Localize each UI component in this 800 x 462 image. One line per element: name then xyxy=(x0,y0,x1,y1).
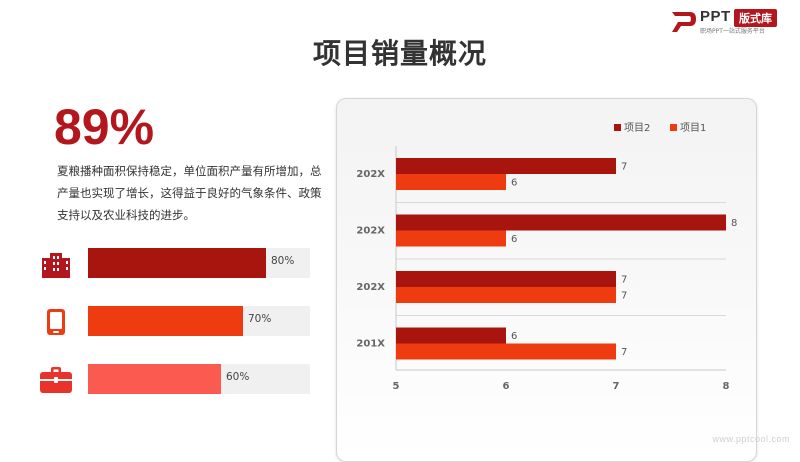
legend-swatch xyxy=(614,124,621,131)
logo-subtitle: 职场PPT一站式服务平台 xyxy=(700,28,765,35)
bar xyxy=(396,230,506,247)
progress-fill xyxy=(88,364,221,394)
data-label: 7 xyxy=(621,275,627,286)
progress-label: 60% xyxy=(226,371,250,383)
category-label: 202X xyxy=(356,282,385,293)
page-title: 项目销量概况 xyxy=(312,37,487,70)
chart-panel: 5 6 7 8 202X 7 6 202X 8 6 202X 7 7 201X 6 7 项目2 项目1 xyxy=(336,98,757,462)
x-tick-label: 7 xyxy=(613,381,620,392)
x-tick-label: 6 xyxy=(503,381,510,392)
progress-row-2: 70% xyxy=(38,304,310,338)
bar xyxy=(396,287,616,303)
category-label: 202X xyxy=(356,169,385,180)
progress-label: 80% xyxy=(271,255,295,267)
watermark: www.pptcool.com xyxy=(712,434,790,444)
progress-track xyxy=(88,248,310,278)
progress-fill xyxy=(88,306,243,336)
data-label: 6 xyxy=(511,178,517,189)
progress-row-3: 60% xyxy=(38,362,310,396)
brand-logo: PPT 版式库 职场PPT一站式服务平台 xyxy=(670,8,790,35)
legend-label: 项目2 xyxy=(624,122,650,134)
tablet-icon xyxy=(47,309,65,335)
bar-chart: 5 6 7 8 202X 7 6 202X 8 6 202X 7 7 201X 6 7 项目2 项目1 xyxy=(356,122,737,392)
bar xyxy=(396,174,506,190)
data-label: 7 xyxy=(621,162,627,173)
category-label: 202X xyxy=(356,226,385,237)
data-label: 7 xyxy=(621,347,627,358)
data-label: 6 xyxy=(511,234,517,245)
legend-label: 项目1 xyxy=(680,122,706,134)
progress-row-1: 80% xyxy=(38,246,310,280)
building-icon xyxy=(42,253,70,278)
bar xyxy=(396,214,726,231)
highlight-percent: 89% xyxy=(54,99,155,155)
bar xyxy=(396,271,616,287)
x-tick-label: 5 xyxy=(393,381,400,392)
briefcase-icon xyxy=(40,367,72,393)
data-label: 7 xyxy=(621,291,627,302)
progress-track xyxy=(88,306,310,336)
legend-swatch xyxy=(670,124,677,131)
progress-track xyxy=(88,364,310,394)
category-label: 201X xyxy=(356,339,385,350)
progress-label: 70% xyxy=(248,313,272,325)
x-tick-label: 8 xyxy=(723,381,730,392)
bar xyxy=(396,327,506,344)
logo-mark-icon xyxy=(672,12,696,32)
progress-fill xyxy=(88,248,266,278)
bar xyxy=(396,343,616,360)
highlight-description: 夏粮播种面积保持稳定，单位面积产量有所增加，总产量也实现了增长，这得益于良好的气… xyxy=(57,164,322,222)
logo-text: PPT xyxy=(700,8,731,25)
data-label: 6 xyxy=(511,331,517,342)
data-label: 8 xyxy=(731,218,737,229)
bar xyxy=(396,158,616,174)
logo-badge: 版式库 xyxy=(734,9,777,27)
